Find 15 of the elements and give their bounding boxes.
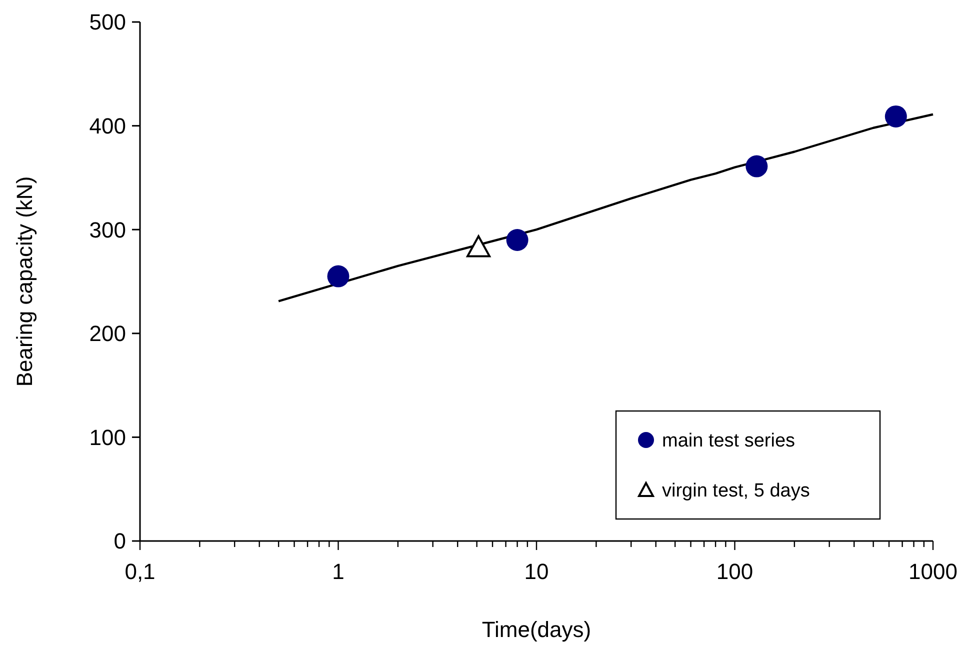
y-axis-title: Bearing capacity (kN) [12,176,37,387]
y-tick-label: 100 [89,424,126,450]
x-tick-label: 1 [332,559,344,584]
y-tick-label: 200 [89,321,126,346]
y-tick-label: 500 [89,10,126,35]
y-tick-label: 0 [114,528,126,554]
x-tick-label: 0,1 [124,559,156,584]
x-tick-label: 100 [716,559,754,584]
x-axis-title: Time(days) [482,617,592,642]
legend-label: virgin test, 5 days [662,480,810,502]
legend-label: main test series [662,430,796,452]
y-tick-label: 400 [89,114,126,138]
x-tick-label: 1000 [908,559,958,584]
x-tick-label: 10 [524,559,549,584]
y-tick-label: 300 [89,217,126,242]
